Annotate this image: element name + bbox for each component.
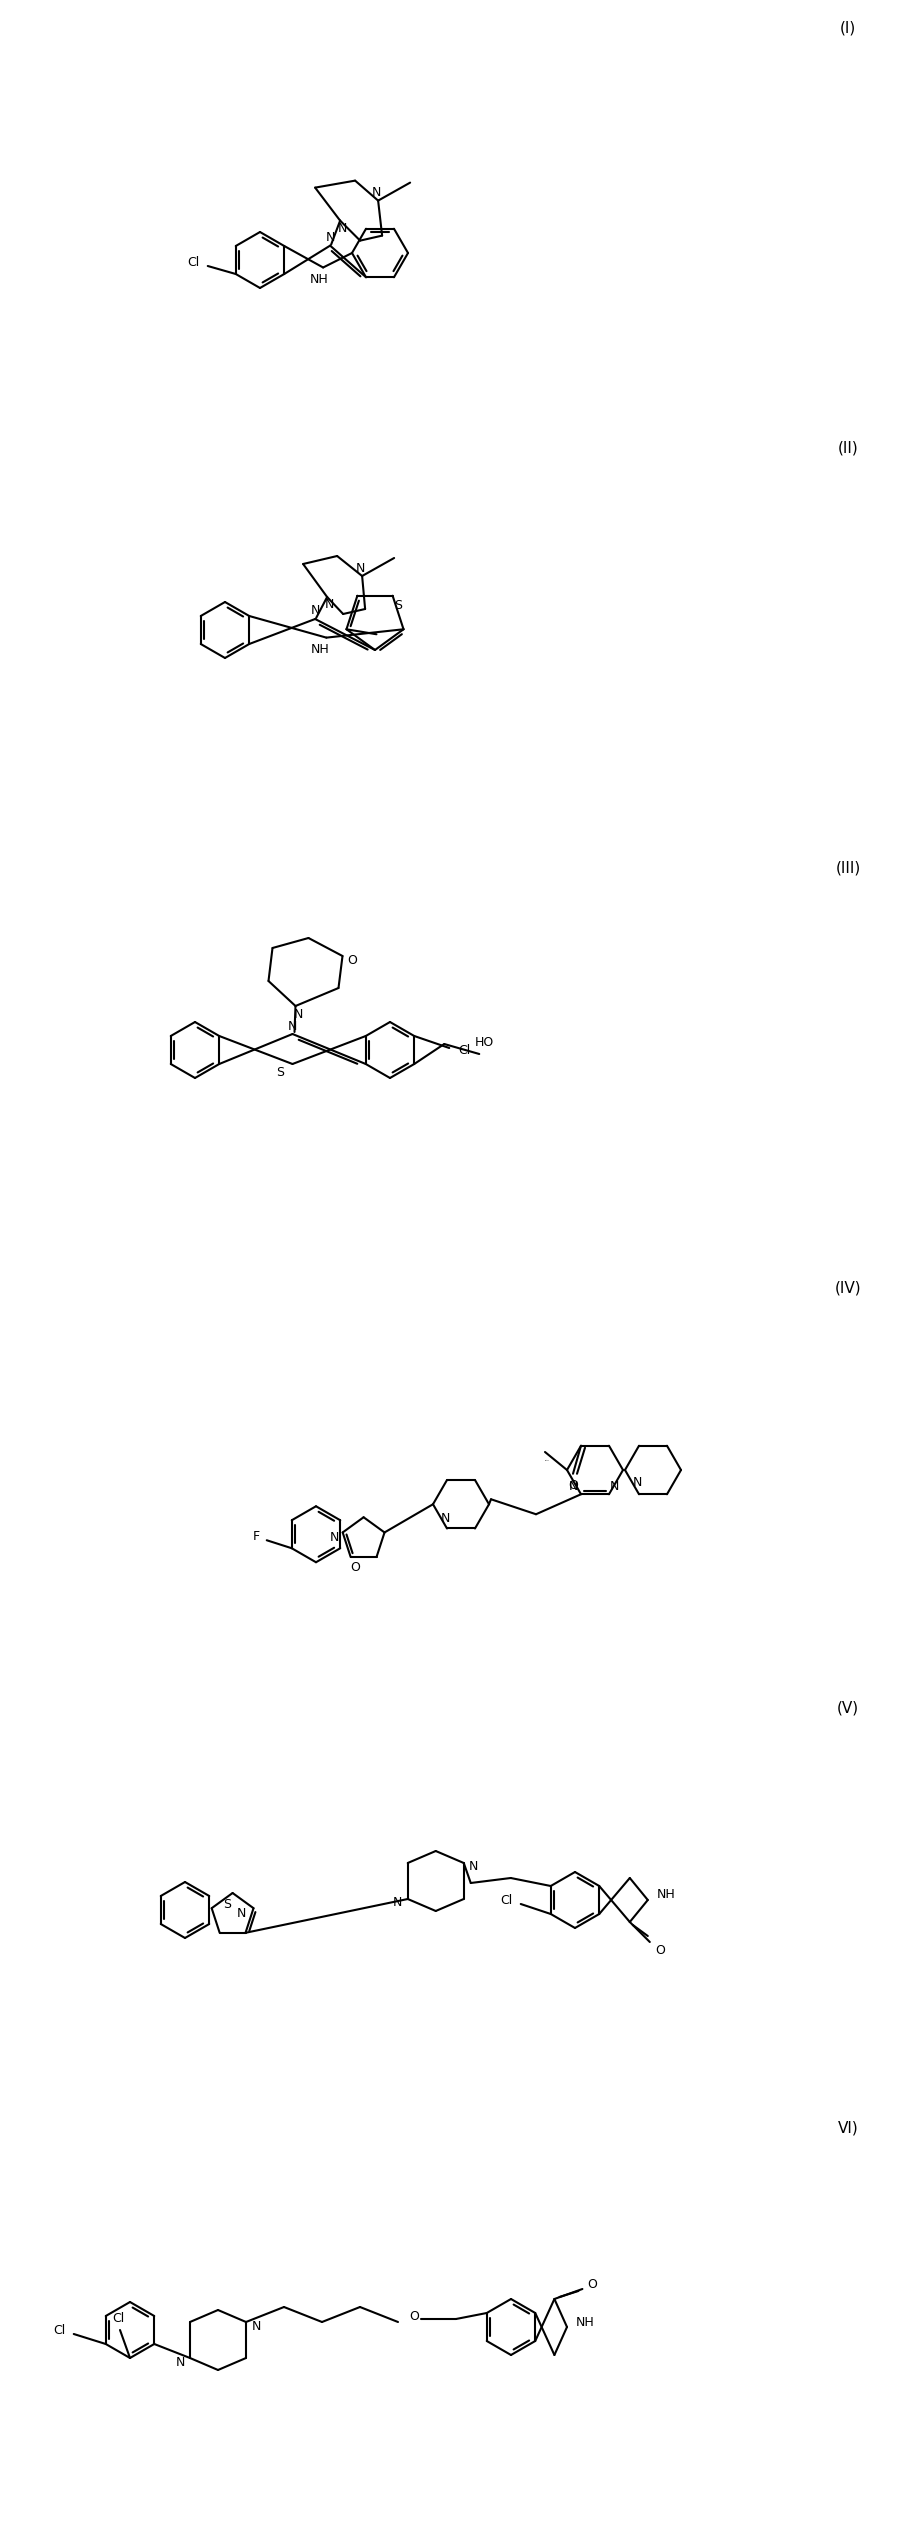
Text: N: N — [355, 561, 365, 573]
Text: O: O — [568, 1480, 578, 1493]
Text: O: O — [409, 2311, 419, 2324]
Text: NH: NH — [310, 273, 328, 285]
Text: O: O — [587, 2278, 597, 2291]
Text: NH: NH — [656, 1889, 675, 1902]
Text: N: N — [441, 1513, 450, 1526]
Text: N: N — [236, 1907, 246, 1920]
Text: N: N — [393, 1897, 403, 1910]
Text: S: S — [224, 1900, 232, 1912]
Text: N: N — [330, 1531, 339, 1543]
Text: NH: NH — [311, 644, 330, 657]
Text: S: S — [277, 1066, 284, 1079]
Text: N: N — [252, 2319, 261, 2331]
Text: N: N — [632, 1475, 642, 1488]
Text: O: O — [654, 1942, 664, 1958]
Text: N: N — [610, 1480, 619, 1493]
Text: N: N — [469, 1862, 478, 1874]
Text: Cl: Cl — [188, 255, 200, 268]
Text: N: N — [371, 187, 381, 200]
Text: Cl: Cl — [458, 1043, 470, 1058]
Text: O: O — [348, 952, 358, 967]
Text: Cl: Cl — [54, 2324, 66, 2337]
Text: HO: HO — [475, 1036, 494, 1048]
Text: (V): (V) — [837, 1700, 859, 1715]
Text: O: O — [351, 1561, 360, 1574]
Text: N: N — [325, 230, 334, 245]
Text: N: N — [325, 599, 334, 611]
Text: (IV): (IV) — [834, 1281, 861, 1296]
Text: (I): (I) — [840, 20, 856, 35]
Text: (II): (II) — [838, 440, 859, 455]
Text: (III): (III) — [835, 861, 860, 877]
Text: F: F — [254, 1531, 261, 1543]
Text: VI): VI) — [838, 2119, 859, 2134]
Text: S: S — [394, 599, 402, 611]
Text: N: N — [288, 1021, 298, 1033]
Text: N: N — [175, 2357, 184, 2369]
Text: N: N — [294, 1008, 303, 1021]
Text: N: N — [568, 1480, 578, 1493]
Text: N: N — [310, 604, 320, 616]
Text: Cl: Cl — [501, 1894, 512, 1907]
Text: N: N — [337, 222, 347, 235]
Text: Cl: Cl — [111, 2311, 124, 2324]
Text: NH: NH — [575, 2316, 594, 2329]
